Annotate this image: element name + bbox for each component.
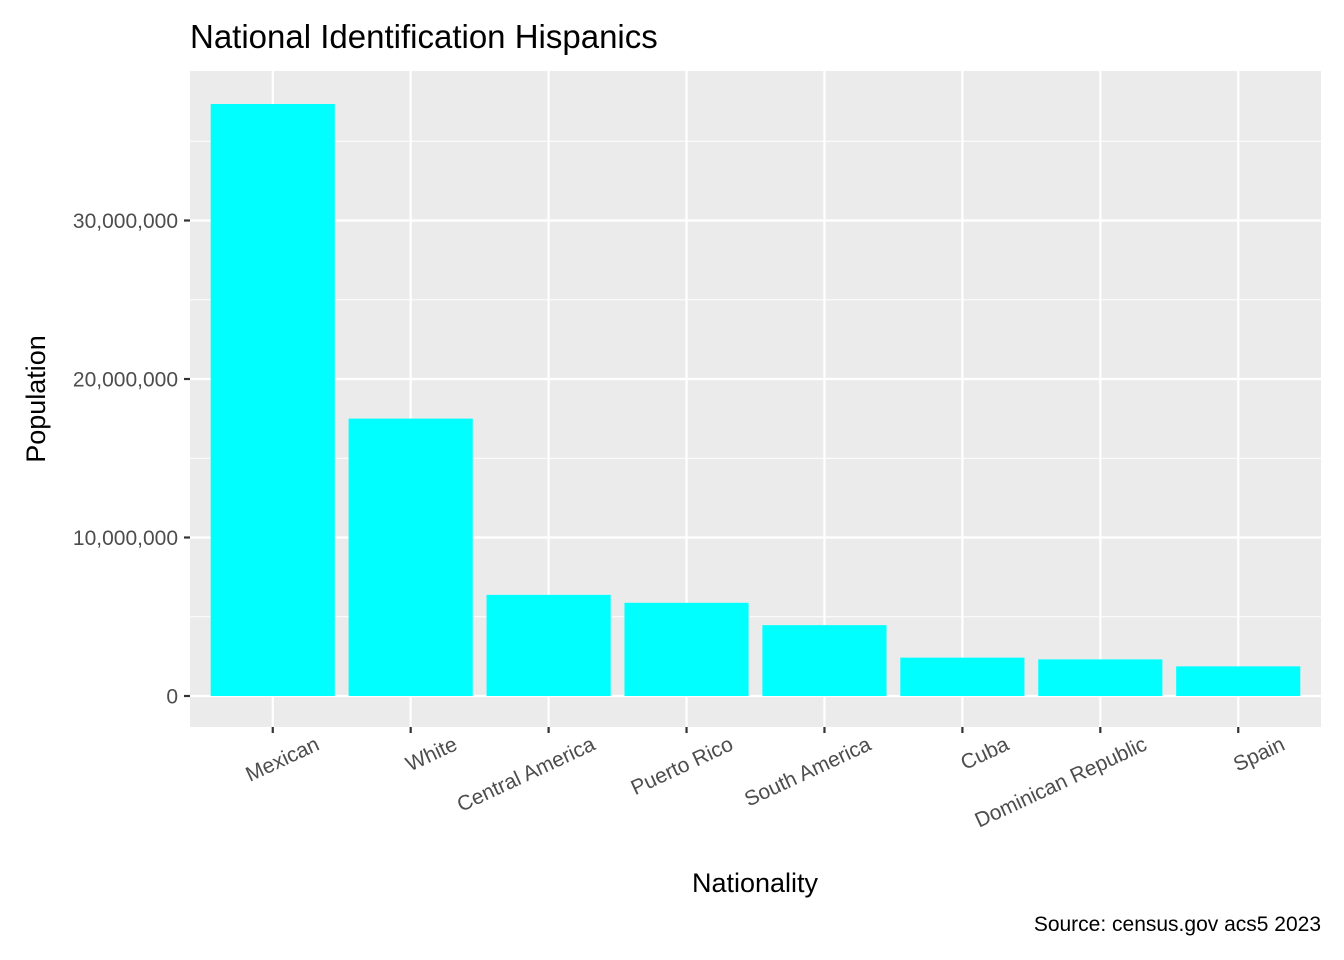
bar bbox=[486, 594, 611, 696]
bar bbox=[1176, 666, 1301, 696]
bar bbox=[348, 418, 473, 696]
y-axis: 0 10,000,000 20,000,000 30,000,000 bbox=[73, 210, 190, 709]
chart-title: National Identification Hispanics bbox=[190, 18, 658, 55]
x-axis-title: Nationality bbox=[692, 868, 819, 898]
x-tick-label: South America bbox=[741, 733, 875, 812]
source-caption: Source: census.gov acs5 2023 bbox=[1034, 913, 1321, 936]
y-tick-label: 30,000,000 bbox=[73, 210, 178, 233]
x-tick-label: Mexican bbox=[242, 733, 323, 787]
y-tick-label: 10,000,000 bbox=[73, 527, 178, 550]
bars bbox=[210, 104, 1301, 696]
y-axis-title: Population bbox=[21, 335, 51, 463]
x-tick-label: Cuba bbox=[957, 733, 1013, 775]
x-tick-label: White bbox=[402, 733, 460, 777]
y-tick-label: 0 bbox=[166, 686, 178, 709]
bar bbox=[762, 625, 887, 696]
x-tick-label: Spain bbox=[1230, 733, 1288, 777]
x-tick-label: Puerto Rico bbox=[627, 733, 736, 800]
bar bbox=[1038, 659, 1163, 696]
x-tick-label: Central America bbox=[454, 733, 599, 817]
bar bbox=[900, 657, 1025, 696]
bar bbox=[624, 602, 749, 696]
bar bbox=[210, 104, 335, 696]
y-tick-label: 20,000,000 bbox=[73, 369, 178, 392]
